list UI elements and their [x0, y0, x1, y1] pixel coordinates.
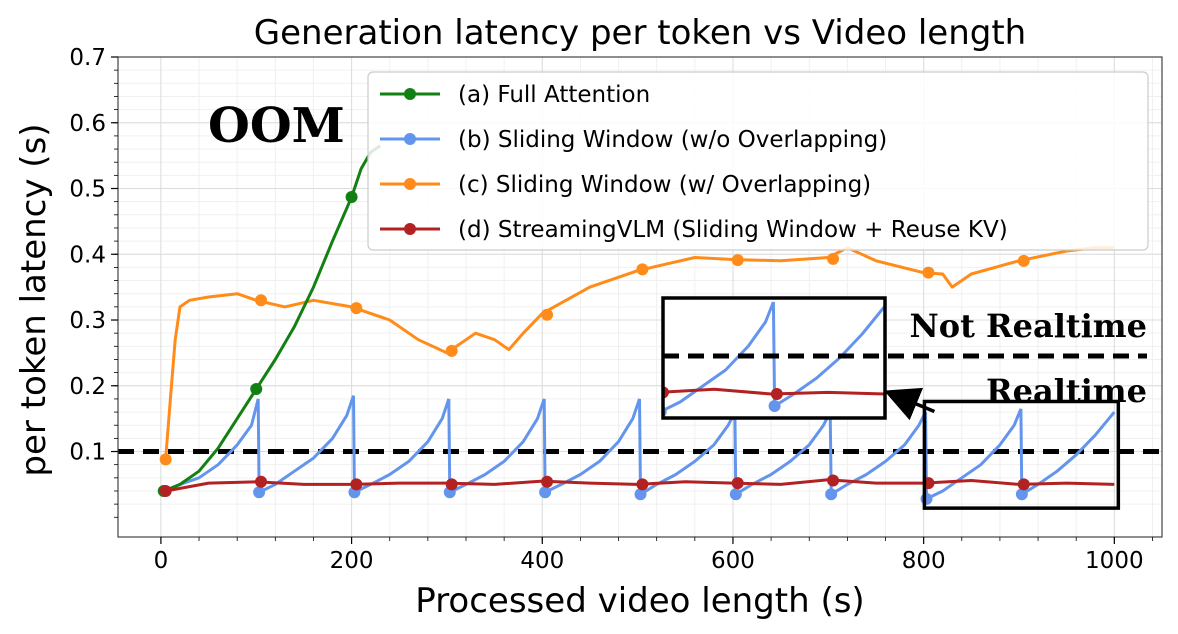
- series-marker: [315, 388, 327, 400]
- legend-label: (a) Full Attention: [458, 82, 650, 108]
- x-tick-label: 600: [711, 548, 755, 574]
- series-marker: [768, 400, 781, 412]
- not-realtime-annotation: Not Realtime: [909, 307, 1147, 345]
- zoom-source-box: [922, 399, 1121, 510]
- legend-entry-2: (c) Sliding Window (w/ Overlapping): [380, 172, 871, 198]
- series-marker: [345, 191, 358, 204]
- series-marker: [202, 385, 214, 397]
- series-marker: [634, 488, 647, 501]
- series-marker: [827, 474, 840, 487]
- x-tick-label: 400: [520, 548, 564, 574]
- y-tick-label: 0.5: [69, 177, 106, 203]
- series-line: [163, 144, 382, 493]
- x-tick-label: 1000: [1085, 548, 1144, 574]
- legend-swatch-marker: [404, 133, 416, 145]
- series-marker: [636, 263, 649, 276]
- series-marker: [922, 266, 935, 279]
- legend-label: (d) StreamingVLM (Sliding Window + Reuse…: [458, 217, 1008, 243]
- y-axis-ticks: 0.1 0.2 0.3 0.4 0.5 0.6 0.7: [69, 45, 118, 518]
- series-marker: [539, 486, 552, 499]
- series-marker: [1017, 254, 1030, 267]
- legend-swatch-marker: [404, 223, 416, 235]
- y-tick-label: 0.4: [69, 242, 106, 268]
- legend-label: (c) Sliding Window (w/ Overlapping): [458, 172, 871, 198]
- series-0: [157, 144, 382, 497]
- oom-annotation: OOM: [208, 98, 345, 154]
- y-tick-label: 0.1: [69, 440, 106, 466]
- inset-frame: [661, 296, 887, 420]
- zoom-inset: [202, 290, 1147, 510]
- x-tick-label: 0: [154, 548, 169, 574]
- series-marker: [636, 478, 649, 491]
- series-marker: [159, 453, 172, 466]
- legend: (a) Full Attention (b) Sliding Window (w/…: [367, 71, 1149, 251]
- series-marker: [350, 302, 363, 315]
- x-tick-label: 200: [330, 548, 374, 574]
- series-marker: [825, 488, 838, 501]
- series-line-segment: [318, 290, 432, 406]
- legend-entry-0: (a) Full Attention: [380, 82, 650, 108]
- series-marker: [445, 344, 458, 357]
- series-marker: [255, 475, 268, 488]
- series-marker: [1017, 478, 1030, 491]
- series-marker: [543, 383, 555, 395]
- zoom-arrow: [884, 387, 936, 421]
- plot-frame: [117, 56, 1163, 538]
- series-marker: [827, 252, 840, 265]
- series-2: [159, 246, 1115, 466]
- series-marker: [731, 254, 744, 267]
- series-line-segment: [546, 306, 660, 406]
- legend-swatch-marker: [404, 88, 416, 100]
- y-tick-label: 0.6: [69, 111, 106, 137]
- series-marker: [445, 478, 458, 491]
- series-marker: [541, 475, 554, 488]
- chart-title: Generation latency per token vs Video le…: [254, 13, 1026, 53]
- y-tick-label: 0.7: [69, 45, 106, 71]
- series-marker: [255, 294, 268, 307]
- series-1: [165, 395, 1116, 505]
- legend-entry-1: (b) Sliding Window (w/o Overlapping): [380, 127, 887, 153]
- legend-label: (b) Sliding Window (w/o Overlapping): [458, 127, 887, 153]
- realtime-annotation: Realtime: [986, 372, 1147, 410]
- y-axis-label: per token latency (s): [14, 123, 54, 476]
- series-marker: [350, 478, 363, 491]
- series-marker: [313, 400, 325, 412]
- series-layer: [157, 144, 1116, 505]
- series-line-segment: [165, 398, 260, 493]
- series-marker: [920, 492, 933, 505]
- x-axis-label: Processed video length (s): [415, 581, 864, 621]
- x-tick-label: 800: [902, 548, 946, 574]
- y-tick-label: 0.2: [69, 374, 106, 400]
- series-marker: [159, 484, 172, 497]
- series-marker: [250, 383, 263, 396]
- series-marker: [1015, 488, 1028, 501]
- series-marker: [253, 486, 266, 499]
- legend-swatch-marker: [404, 178, 416, 190]
- series-marker: [729, 488, 742, 501]
- series-marker: [541, 308, 554, 321]
- x-axis-ticks: 0 200 400 600 800 1000: [154, 537, 1153, 574]
- series-marker: [429, 386, 441, 398]
- series-3: [159, 474, 1115, 497]
- series-marker: [770, 388, 783, 400]
- series-line: [164, 246, 1115, 459]
- legend-box: [367, 71, 1149, 251]
- series-line: [663, 387, 885, 396]
- series-marker: [731, 477, 744, 490]
- y-tick-label: 0.3: [69, 308, 106, 334]
- series-marker: [427, 400, 439, 412]
- legend-entry-3: (d) StreamingVLM (Sliding Window + Reuse…: [380, 217, 1008, 243]
